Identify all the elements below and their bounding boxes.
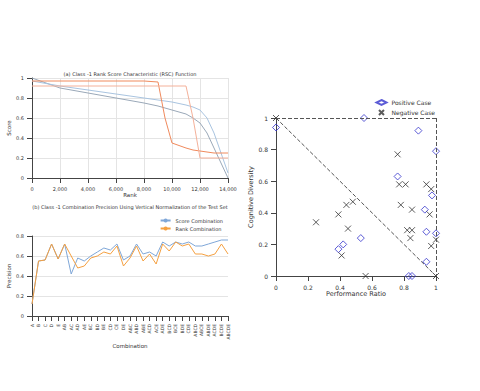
svg-text:ACD: ACD xyxy=(147,323,152,333)
svg-text:0.4: 0.4 xyxy=(335,284,345,291)
svg-text:ABC: ABC xyxy=(128,324,133,333)
svg-text:2,000: 2,000 xyxy=(53,186,67,192)
svg-text:AB: AB xyxy=(62,324,67,330)
svg-text:Rank Combination: Rank Combination xyxy=(176,226,222,232)
svg-text:0: 0 xyxy=(274,284,278,291)
svg-text:0.4: 0.4 xyxy=(258,209,268,216)
svg-text:Score: Score xyxy=(6,120,12,136)
svg-text:E: E xyxy=(56,324,61,327)
svg-text:ABDE: ABDE xyxy=(206,324,211,337)
svg-text:ABD: ABD xyxy=(134,323,139,333)
svg-text:0.6: 0.6 xyxy=(16,115,24,121)
svg-text:0.8: 0.8 xyxy=(16,233,24,239)
svg-text:0.8: 0.8 xyxy=(399,284,409,291)
svg-text:AE: AE xyxy=(82,324,87,330)
svg-text:ABCDE: ABCDE xyxy=(226,324,231,340)
svg-text:Score Combination: Score Combination xyxy=(176,218,223,224)
svg-text:0.2: 0.2 xyxy=(303,284,313,291)
svg-text:BCD: BCD xyxy=(167,323,172,333)
svg-text:0.4: 0.4 xyxy=(16,135,24,141)
svg-text:0.2: 0.2 xyxy=(16,155,24,161)
svg-text:14,000: 14,000 xyxy=(219,186,237,192)
svg-text:1: 1 xyxy=(434,284,438,291)
svg-text:AC: AC xyxy=(69,324,74,330)
svg-text:Combination: Combination xyxy=(113,343,148,349)
svg-text:A: A xyxy=(30,323,35,327)
svg-text:ACE: ACE xyxy=(154,324,159,333)
svg-text:DE: DE xyxy=(121,324,126,330)
svg-text:CD: CD xyxy=(108,323,113,330)
svg-text:0.8: 0.8 xyxy=(16,95,24,101)
svg-text:6,000: 6,000 xyxy=(109,186,123,192)
svg-text:ABE: ABE xyxy=(141,324,146,333)
svg-text:Precision: Precision xyxy=(6,263,12,288)
svg-text:0.2: 0.2 xyxy=(258,241,268,248)
svg-text:AD: AD xyxy=(75,323,80,330)
svg-text:ABCD: ABCD xyxy=(193,323,198,336)
svg-text:0.2: 0.2 xyxy=(16,293,24,299)
svg-text:0: 0 xyxy=(264,273,268,280)
svg-text:BE: BE xyxy=(101,324,106,330)
svg-text:0.6: 0.6 xyxy=(16,253,24,259)
svg-text:CDE: CDE xyxy=(186,324,191,334)
svg-text:8,000: 8,000 xyxy=(137,186,151,192)
svg-text:0.8: 0.8 xyxy=(258,146,268,153)
svg-text:C: C xyxy=(43,324,48,327)
svg-text:BCDE: BCDE xyxy=(219,324,224,337)
svg-text:D: D xyxy=(49,323,54,327)
svg-text:1: 1 xyxy=(264,115,268,122)
svg-text:Cognitive Diversity: Cognitive Diversity xyxy=(247,166,255,228)
svg-text:0.6: 0.6 xyxy=(258,178,268,185)
svg-text:Performance Ratio: Performance Ratio xyxy=(326,290,386,298)
svg-text:0: 0 xyxy=(21,175,24,181)
svg-text:0.6: 0.6 xyxy=(367,284,377,291)
svg-text:10,000: 10,000 xyxy=(163,186,181,192)
svg-text:Negative Case: Negative Case xyxy=(391,109,435,117)
svg-text:CE: CE xyxy=(114,324,119,330)
svg-text:ACDE: ACDE xyxy=(212,324,217,337)
svg-text:BC: BC xyxy=(88,324,93,330)
svg-text:B: B xyxy=(36,324,41,327)
svg-text:BDE: BDE xyxy=(180,324,185,334)
svg-text:(a) Class -1 Rank Score Charac: (a) Class -1 Rank Score Characteristic (… xyxy=(64,71,197,77)
svg-text:Rank: Rank xyxy=(123,192,138,198)
svg-text:(b) Class -1 Combination Preci: (b) Class -1 Combination Precision Using… xyxy=(32,204,227,211)
svg-text:1: 1 xyxy=(21,75,24,81)
svg-text:BD: BD xyxy=(95,323,100,330)
svg-text:0: 0 xyxy=(30,186,33,192)
svg-text:BCE: BCE xyxy=(173,324,178,333)
svg-text:0: 0 xyxy=(21,313,24,319)
svg-text:ABCE: ABCE xyxy=(199,324,204,336)
svg-text:0.4: 0.4 xyxy=(16,273,24,279)
svg-text:ADE: ADE xyxy=(160,324,165,334)
svg-text:4,000: 4,000 xyxy=(81,186,95,192)
svg-text:12,000: 12,000 xyxy=(191,186,209,192)
svg-text:Positive Case: Positive Case xyxy=(391,99,431,106)
